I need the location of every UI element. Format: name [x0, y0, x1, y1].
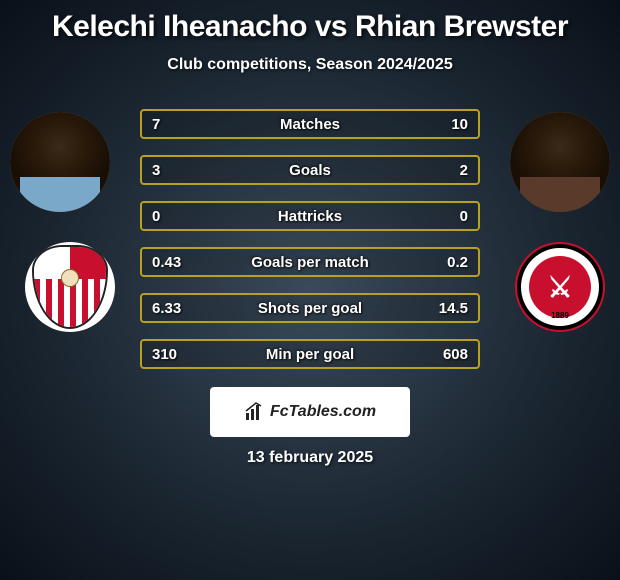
- stat-label: Hattricks: [278, 208, 342, 225]
- player-silhouette-right: [510, 112, 610, 212]
- stat-label: Goals per match: [251, 254, 369, 271]
- stat-row: 0.43 Goals per match 0.2: [140, 247, 480, 277]
- page-title: Kelechi Iheanacho vs Rhian Brewster: [52, 10, 568, 44]
- team-badge-left: [25, 242, 115, 332]
- chart-icon: [244, 402, 264, 422]
- stat-rows: 7 Matches 10 3 Goals 2 0 Hattricks 0 0.43 Goals pe…: [140, 109, 480, 385]
- stat-value-left: 0: [152, 208, 160, 225]
- content: Kelechi Iheanacho vs Rhian Brewster Club…: [0, 0, 620, 580]
- stat-row: 3 Goals 2: [140, 155, 480, 185]
- sheffield-crest: ⚔ 1889: [517, 244, 603, 330]
- sheffield-year: 1889: [551, 311, 569, 320]
- stat-label: Min per goal: [266, 346, 354, 363]
- sevilla-crest: [32, 245, 108, 329]
- stat-value-right: 0: [460, 208, 468, 225]
- swords-icon: ⚔: [547, 271, 572, 304]
- stat-label: Shots per goal: [258, 300, 362, 317]
- stat-value-left: 3: [152, 162, 160, 179]
- stat-value-left: 0.43: [152, 254, 181, 271]
- player-silhouette-left: [10, 112, 110, 212]
- stat-row: 6.33 Shots per goal 14.5: [140, 293, 480, 323]
- watermark: FcTables.com: [210, 387, 410, 437]
- date: 13 february 2025: [247, 449, 373, 467]
- stat-row: 7 Matches 10: [140, 109, 480, 139]
- stat-value-right: 10: [451, 116, 468, 133]
- stat-value-left: 6.33: [152, 300, 181, 317]
- page-subtitle: Club competitions, Season 2024/2025: [167, 56, 452, 74]
- stat-value-right: 2: [460, 162, 468, 179]
- stat-row: 0 Hattricks 0: [140, 201, 480, 231]
- player-photo-left: [10, 112, 110, 212]
- stat-value-left: 310: [152, 346, 177, 363]
- watermark-text: FcTables.com: [270, 403, 376, 421]
- stat-value-right: 0.2: [447, 254, 468, 271]
- main-area: ⚔ 1889 7 Matches 10 3 Goals 2 0 Hattricks 0 0.43 G…: [0, 94, 620, 580]
- stat-label: Matches: [280, 116, 340, 133]
- stat-value-right: 14.5: [439, 300, 468, 317]
- stat-value-right: 608: [443, 346, 468, 363]
- stat-row: 310 Min per goal 608: [140, 339, 480, 369]
- stat-label: Goals: [289, 162, 331, 179]
- stat-value-left: 7: [152, 116, 160, 133]
- team-badge-right: ⚔ 1889: [515, 242, 605, 332]
- player-photo-right: [510, 112, 610, 212]
